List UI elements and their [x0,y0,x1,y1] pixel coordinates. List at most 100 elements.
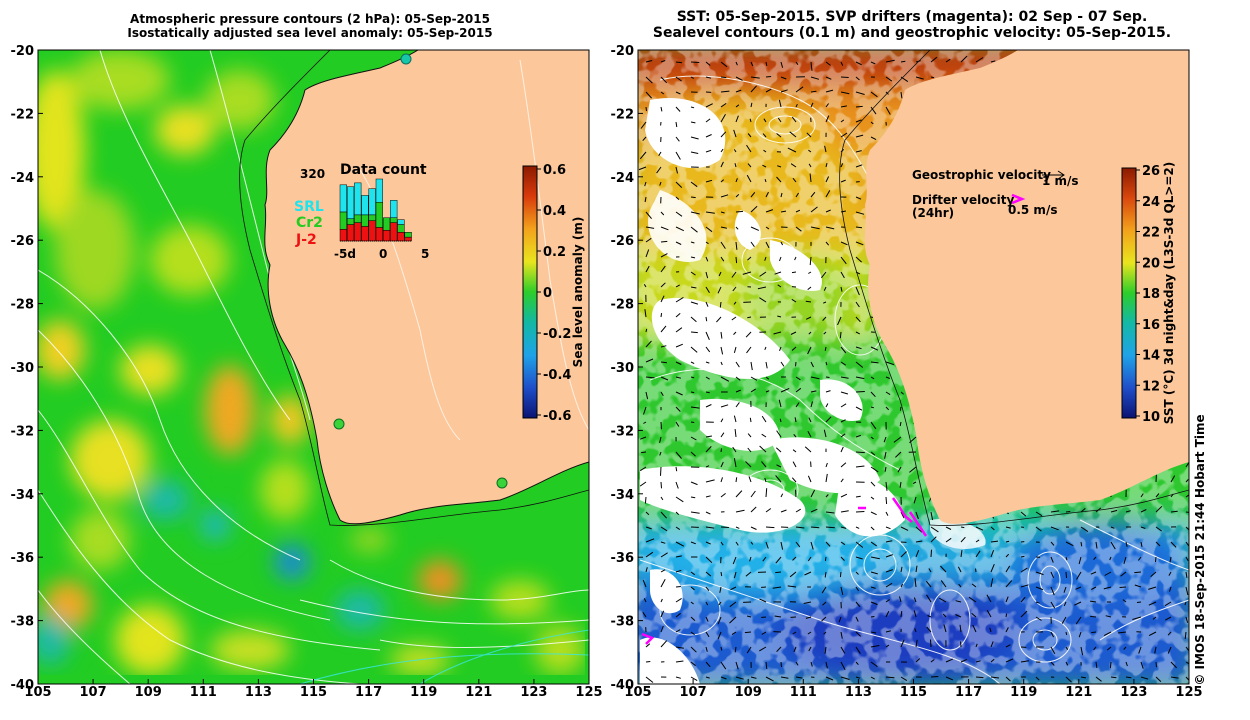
velocity-arrow [885,481,888,491]
velocity-arrow [990,578,994,588]
velocity-arrow [787,585,797,588]
velocity-arrow [805,616,812,619]
velocity-arrow [945,537,952,543]
velocity-arrow [705,601,709,606]
velocity-arrow [762,133,767,138]
y-tick-label: -20 [611,44,635,59]
velocity-arrow [870,136,877,141]
velocity-arrow [660,91,665,95]
velocity-arrow [750,361,753,371]
velocity-arrow [840,391,849,395]
velocity-arrow [930,639,932,648]
velocity-arrow [900,391,904,395]
velocity-arrow [690,196,696,199]
velocity-arrow [777,165,782,168]
velocity-arrow [705,556,713,564]
velocity-arrow [821,616,827,622]
drifter-velocity-label: Drifter velocity [912,193,1014,207]
velocity-arrow [660,282,666,288]
velocity-arrow [775,556,782,564]
velocity-arrow [645,376,655,379]
velocity-arrow [795,676,803,679]
velocity-arrow [765,488,768,498]
y-tick-label: -24 [11,171,35,186]
velocity-arrow [777,117,782,123]
y-tick-label: -26 [11,234,35,249]
velocity-arrow [1184,601,1187,606]
velocity-arrow [690,136,699,140]
velocity-arrow [870,436,874,440]
velocity-arrow [1118,631,1127,634]
velocity-arrow [658,151,662,157]
velocity-arrow [840,433,846,438]
velocity-arrow [975,568,977,573]
velocity-arrow [870,571,878,575]
velocity-arrow [855,465,865,468]
velocity-arrow [720,114,726,123]
velocity-arrow [675,421,680,427]
right-title-line1: SST: 05-Sep-2015. SVP drifters (magenta)… [676,9,1148,25]
velocity-arrow [1005,676,1011,682]
velocity-arrow [732,286,737,292]
velocity-arrow [825,226,835,230]
histogram-bar-cr2 [354,214,362,223]
velocity-arrow [735,661,739,670]
velocity-arrow [733,458,737,468]
histogram-bar-srl [346,186,355,219]
velocity-arrow [642,579,647,588]
colorbar-tick-label: 14 [1142,349,1160,364]
velocity-arrow [825,162,828,168]
velocity-arrow [807,631,812,635]
velocity-arrow [690,586,695,591]
velocity-arrow [750,102,753,108]
velocity-arrow [960,550,963,558]
velocity-arrow [1020,596,1026,603]
velocity-arrow [1140,676,1149,680]
velocity-arrow [690,451,696,457]
velocity-arrow [1078,631,1082,638]
velocity-arrow [675,676,681,679]
velocity-arrow [675,597,682,603]
histogram-bar-j-2 [361,226,369,242]
velocity-arrow [733,346,737,354]
velocity-arrow [749,118,752,123]
velocity-arrow [855,226,863,229]
velocity-arrow [656,166,662,174]
velocity-arrow [870,421,877,430]
velocity-arrow [660,552,668,558]
velocity-arrow [930,511,934,521]
velocity-arrow [825,473,828,483]
x-tick-label: 107 [680,685,707,700]
velocity-arrow [1020,555,1025,558]
y-tick-label: -36 [11,551,35,566]
velocity-arrow [778,399,782,408]
velocity-arrow [1120,571,1127,577]
velocity-arrow [675,196,680,200]
velocity-arrow [855,601,861,608]
velocity-arrow [1050,510,1060,513]
x-tick-label: 117 [355,685,382,700]
velocity-arrow [855,646,861,654]
velocity-arrow [675,569,682,573]
velocity-arrow [660,466,662,476]
velocity-legend: Geostrophic velocity 1 m/s Drifter veloc… [912,168,1079,220]
velocity-arrow [778,99,782,108]
colorbar-tick-label: 0 [543,286,552,301]
left-axis-ticks: 105 107 109 111 113 115 117 119 121 123 125 -20 -22 -… [11,44,603,700]
velocity-arrow [975,526,984,531]
velocity-arrow [759,445,767,453]
velocity-arrow [810,489,816,498]
colorbar-tick-label: -0.4 [543,368,571,383]
velocity-arrow [747,447,752,453]
velocity-arrow [1150,571,1157,577]
velocity-arrow [690,211,700,215]
velocity-arrow [720,404,729,408]
velocity-arrow [780,210,787,213]
x-tick-label: 125 [1175,685,1202,700]
velocity-arrow [805,316,812,320]
velocity-arrow [1185,541,1189,548]
velocity-arrow [1090,600,1097,603]
velocity-arrow [840,241,848,246]
histogram-bar-cr2 [339,211,347,230]
velocity-arrow [1164,601,1172,607]
